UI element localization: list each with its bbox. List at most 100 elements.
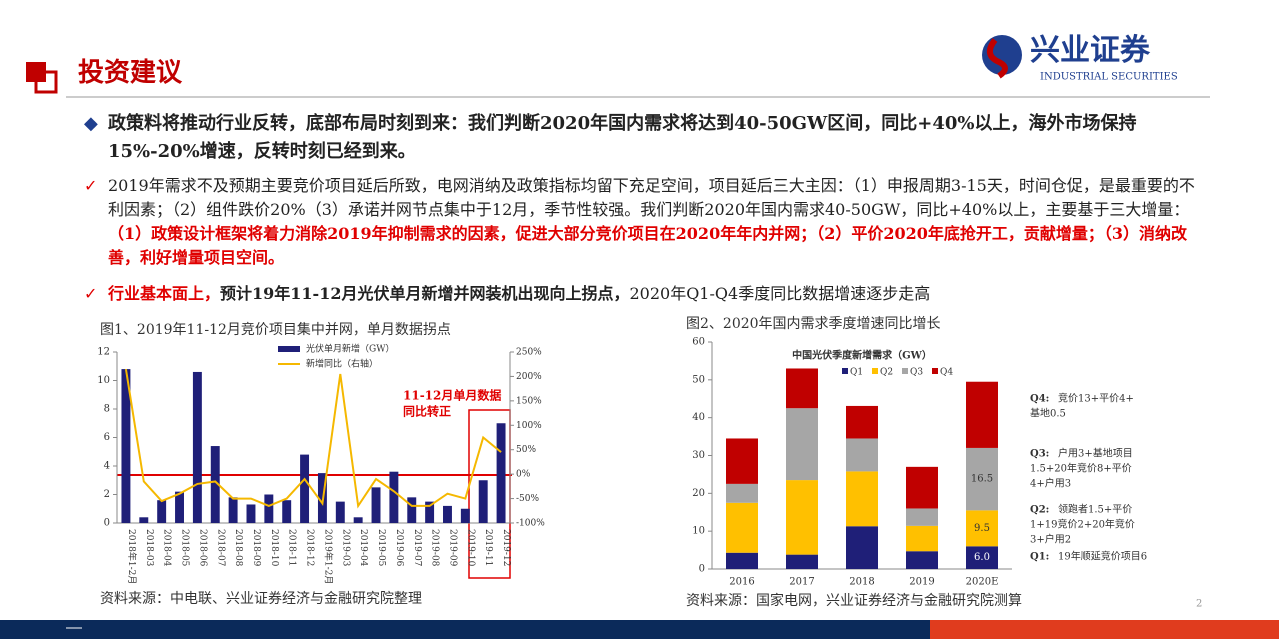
x-tick-label: 2019-05 [376, 529, 386, 567]
y-tick-label: 10 [97, 375, 110, 386]
annotation: 基地0.5 [1030, 407, 1066, 420]
legend-label: Q1 [850, 368, 863, 378]
y2-tick-label: -50% [516, 494, 539, 504]
bar [192, 371, 202, 523]
y-tick-label: 8 [104, 404, 110, 415]
x-tick-label: 2018-04 [162, 529, 172, 567]
text-run: 行业基本面上， [108, 284, 221, 303]
chart-title: 图2、2020年国内需求季度增速同比增长 [686, 316, 941, 332]
annotation-label: Q2: [1030, 505, 1049, 516]
annotation: 11-12月单月数据 [403, 388, 501, 403]
legend-swatch [872, 368, 878, 374]
text-run: （1）政策设计框架将着力消除2019年抑制需求的因素，促进大部分竞价项目在202… [108, 224, 1187, 267]
bar-segment [726, 438, 758, 484]
chart-subtitle: 中国光伏季度新增需求（GW） [792, 349, 932, 362]
bar [210, 446, 220, 523]
bar [389, 471, 399, 523]
bullet-marker: ◆ [84, 113, 98, 134]
legend-swatch [842, 368, 848, 374]
source: 资料来源：国家电网，兴业证券经济与金融研究院测算 [686, 592, 1022, 609]
annotation: 19年顺延竞价项目6 [1058, 550, 1147, 563]
annotation-label: Q4: [1030, 394, 1049, 405]
legend-label: Q4 [940, 368, 953, 378]
bar-segment [906, 466, 938, 509]
y-tick-label: 2 [104, 489, 110, 500]
x-tick-label: 2019-12 [501, 529, 511, 566]
bar [228, 497, 238, 523]
bar-segment [966, 510, 998, 547]
footer-bar [0, 620, 930, 639]
x-tick-label: 2019年1-2月 [322, 529, 334, 584]
y-tick-label: 50 [692, 374, 705, 385]
annotation-label: Q1: [1030, 552, 1049, 563]
bar [246, 504, 256, 523]
x-tick-label: 2018年1-2月 [126, 529, 138, 584]
bar [496, 423, 506, 523]
header-title: 投资建议 [78, 58, 183, 88]
y2-tick-label: 250% [516, 348, 542, 358]
page-number: 2 [1196, 599, 1202, 610]
bar [425, 501, 435, 523]
x-tick-label: 2016 [729, 577, 754, 588]
y2-tick-label: 200% [516, 372, 542, 382]
y-tick-label: 12 [97, 347, 110, 358]
annotation-label: Q3: [1030, 449, 1049, 460]
data-label: 16.5 [971, 474, 993, 485]
x-tick-label: 2019-10 [465, 529, 475, 567]
annotation: 领跑者1.5+平价 [1058, 503, 1132, 516]
bar-segment [966, 546, 998, 569]
bar-segment [906, 551, 938, 569]
y-tick-label: 60 [692, 337, 705, 348]
bar [443, 505, 452, 523]
x-tick-label: 2018 [849, 577, 874, 588]
y-tick-label: 6 [104, 432, 110, 443]
header-icon [34, 70, 58, 94]
bar [121, 369, 131, 523]
bar-segment [906, 508, 938, 526]
bar-segment [966, 447, 998, 511]
x-tick-label: 2018-07 [215, 529, 225, 567]
y-tick-label: 0 [104, 518, 110, 529]
bullet: ✓ 行业基本面上，预计19年11-12月光伏单月新增并网装机出现向上拐点，2020… [84, 282, 1204, 306]
x-tick-label: 2019-04 [358, 529, 368, 567]
x-tick-label: 2018-11 [287, 529, 297, 566]
bar [371, 487, 381, 523]
y2-tick-label: 150% [516, 396, 542, 406]
line [124, 368, 502, 509]
bar-segment [846, 438, 878, 472]
bar-segment [726, 552, 758, 569]
bar-segment [846, 526, 878, 569]
bar [282, 500, 292, 523]
annotation: 3+户用2 [1030, 533, 1071, 546]
legend-swatch [278, 346, 300, 352]
y-tick-label: 30 [692, 450, 705, 461]
bar-segment [726, 483, 758, 503]
legend-swatch [902, 368, 908, 374]
annotation: 1.5+20年竞价8+平价 [1030, 462, 1132, 475]
x-tick-label: 2018-12 [305, 529, 315, 566]
bullet-marker: ✓ [84, 176, 98, 195]
x-tick-label: 2019-03 [340, 529, 350, 567]
text-run: 政策料将推动行业反转，底部布局时刻到来：我们判断2020年国内需求将达到40-5… [108, 113, 1137, 162]
x-tick-label: 2020E [966, 577, 999, 588]
x-tick-label: 2018-10 [269, 529, 279, 567]
x-tick-label: 2018-03 [144, 529, 154, 567]
bar [264, 494, 274, 523]
bar [300, 454, 310, 523]
source: 资料来源：中电联、兴业证券经济与金融研究院整理 [100, 591, 422, 607]
x-tick-label: 2019-07 [412, 529, 422, 567]
x-tick-label: 2017 [789, 577, 814, 588]
x-tick-label: 2018-09 [251, 529, 261, 567]
bar [157, 500, 167, 523]
bar-segment [846, 471, 878, 527]
bar [478, 480, 488, 523]
bar [335, 501, 345, 523]
bullet-text: 行业基本面上，预计19年11-12月光伏单月新增并网装机出现向上拐点，2020年… [108, 282, 1204, 306]
bar-segment [786, 480, 818, 555]
x-tick-label: 2019 [909, 577, 934, 588]
logo-mark [986, 38, 1008, 79]
legend-swatch [932, 368, 938, 374]
y-tick-label: 0 [699, 564, 705, 575]
y2-tick-label: 50% [516, 445, 536, 455]
